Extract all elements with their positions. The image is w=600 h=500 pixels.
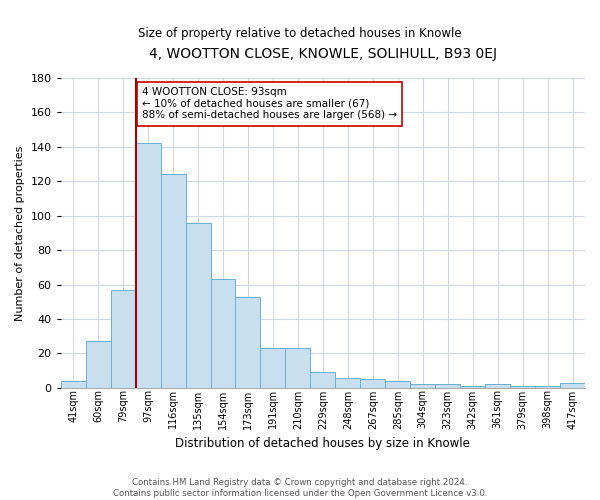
Bar <box>335 378 361 388</box>
Bar <box>86 342 110 388</box>
Text: Contains HM Land Registry data © Crown copyright and database right 2024.
Contai: Contains HM Land Registry data © Crown c… <box>113 478 487 498</box>
Bar <box>460 386 485 388</box>
Bar <box>61 381 86 388</box>
Bar <box>286 348 310 388</box>
Bar <box>161 174 185 388</box>
Text: 4 WOOTTON CLOSE: 93sqm
← 10% of detached houses are smaller (67)
88% of semi-det: 4 WOOTTON CLOSE: 93sqm ← 10% of detached… <box>142 87 397 120</box>
Bar <box>310 372 335 388</box>
Bar <box>435 384 460 388</box>
Bar <box>560 382 585 388</box>
Bar <box>510 386 535 388</box>
Bar <box>185 222 211 388</box>
Bar <box>260 348 286 388</box>
Y-axis label: Number of detached properties: Number of detached properties <box>15 145 25 320</box>
X-axis label: Distribution of detached houses by size in Knowle: Distribution of detached houses by size … <box>175 437 470 450</box>
Title: 4, WOOTTON CLOSE, KNOWLE, SOLIHULL, B93 0EJ: 4, WOOTTON CLOSE, KNOWLE, SOLIHULL, B93 … <box>149 48 497 62</box>
Bar <box>485 384 510 388</box>
Bar <box>361 380 385 388</box>
Bar <box>235 296 260 388</box>
Bar <box>211 280 235 388</box>
Text: Size of property relative to detached houses in Knowle: Size of property relative to detached ho… <box>138 28 462 40</box>
Bar <box>535 386 560 388</box>
Bar <box>110 290 136 388</box>
Bar <box>136 144 161 388</box>
Bar <box>385 381 410 388</box>
Bar <box>410 384 435 388</box>
